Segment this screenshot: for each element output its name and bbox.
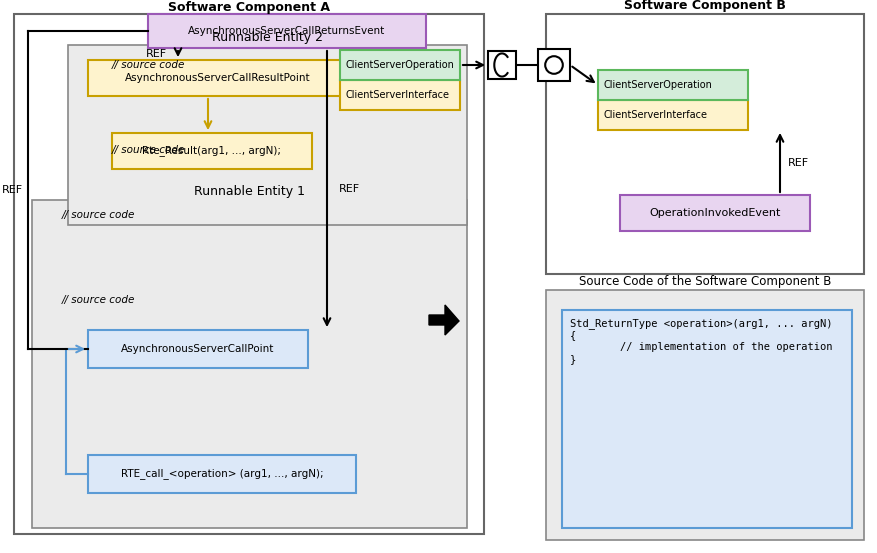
Bar <box>88 330 308 368</box>
Bar <box>340 80 460 110</box>
Text: ClientServerInterface: ClientServerInterface <box>345 90 449 100</box>
Text: Software Component B: Software Component B <box>624 0 786 13</box>
Text: Source Code of the Software Component B: Source Code of the Software Component B <box>579 275 831 289</box>
Text: RTE_call_<operation> (arg1, ..., argN);: RTE_call_<operation> (arg1, ..., argN); <box>121 468 324 479</box>
Bar <box>546 290 864 540</box>
Text: // source code: // source code <box>62 295 135 305</box>
Text: REF: REF <box>146 49 167 59</box>
Bar <box>562 310 852 528</box>
Text: Std_ReturnType <operation>(arg1, ... argN)
{
        // implementation of the op: Std_ReturnType <operation>(arg1, ... arg… <box>570 318 832 364</box>
Ellipse shape <box>545 56 563 74</box>
Bar <box>88 60 348 96</box>
Text: REF: REF <box>788 158 809 168</box>
Text: ClientServerOperation: ClientServerOperation <box>345 60 454 70</box>
Bar <box>112 133 312 169</box>
Text: // source code: // source code <box>62 210 135 220</box>
Bar <box>620 195 810 231</box>
Bar <box>148 14 426 48</box>
Text: Runnable Entity 2: Runnable Entity 2 <box>212 30 323 44</box>
Bar <box>598 100 748 130</box>
Text: // source code: // source code <box>112 60 185 70</box>
Bar <box>14 14 484 534</box>
Text: ClientServerOperation: ClientServerOperation <box>603 80 712 90</box>
Text: Software Component A: Software Component A <box>168 2 330 14</box>
Text: AsynchronousServerCallPoint: AsynchronousServerCallPoint <box>121 344 275 354</box>
Bar <box>68 45 467 225</box>
Bar <box>546 14 864 274</box>
Bar <box>340 50 460 80</box>
Text: // source code: // source code <box>112 145 185 155</box>
Text: REF: REF <box>2 185 23 195</box>
Bar <box>538 49 570 81</box>
Text: Rte_Result(arg1, ..., argN);: Rte_Result(arg1, ..., argN); <box>142 145 282 156</box>
Text: OperationInvokedEvent: OperationInvokedEvent <box>649 208 781 218</box>
Text: REF: REF <box>339 184 360 194</box>
Bar <box>88 455 356 493</box>
Text: AsynchronousServerCallResultPoint: AsynchronousServerCallResultPoint <box>125 73 310 83</box>
Bar <box>32 200 467 528</box>
Text: ClientServerInterface: ClientServerInterface <box>603 110 707 120</box>
Text: AsynchronousServerCallReturnsEvent: AsynchronousServerCallReturnsEvent <box>189 26 386 36</box>
Text: Runnable Entity 1: Runnable Entity 1 <box>194 185 305 199</box>
Bar <box>488 51 516 79</box>
Polygon shape <box>429 305 459 335</box>
Bar <box>598 70 748 100</box>
